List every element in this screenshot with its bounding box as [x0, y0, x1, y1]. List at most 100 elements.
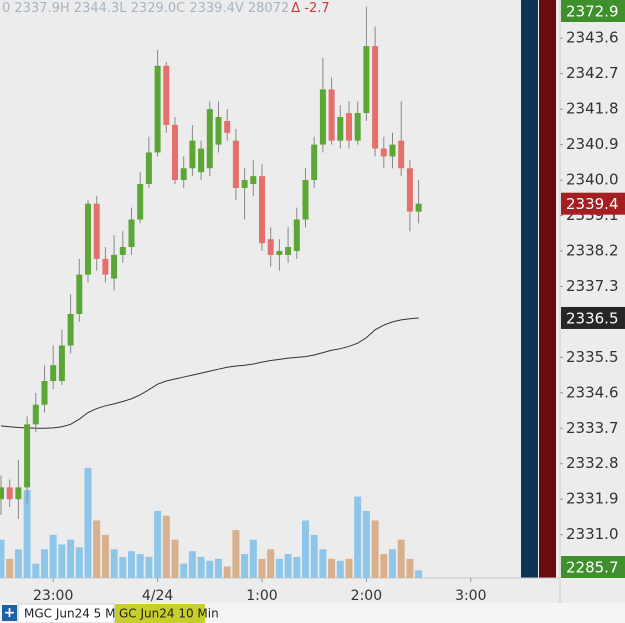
volume-bar	[336, 560, 344, 578]
volume-bar	[41, 549, 48, 578]
volume-bar	[49, 534, 57, 578]
price-badge	[561, 306, 625, 329]
volume-bar	[145, 556, 153, 578]
price-badge	[561, 0, 625, 22]
y-tick-label: 2340.0	[566, 171, 619, 189]
volume-bar	[75, 547, 83, 578]
y-tick-label: 2333.7	[566, 419, 619, 437]
candle-body	[0, 487, 4, 500]
tab[interactable]	[17, 603, 115, 623]
volume-bar	[0, 539, 5, 578]
moving-average-line	[0, 317, 419, 429]
candle-body	[58, 345, 65, 381]
volume-bar	[284, 554, 292, 578]
volume-bar	[275, 558, 283, 578]
candle-body	[137, 183, 144, 220]
volume-bar	[310, 534, 318, 578]
volume-bar	[93, 520, 101, 578]
price-badge-label: 2336.5	[566, 309, 619, 327]
volume-bar	[136, 554, 144, 578]
y-tick-label: 2332.8	[566, 454, 619, 472]
volume-bar	[14, 549, 22, 578]
y-tick-label: 2341.8	[566, 100, 619, 118]
indicator-column	[521, 0, 538, 578]
y-tick-label: 2335.5	[566, 348, 619, 366]
candle-body	[232, 140, 239, 188]
candle-body	[24, 424, 31, 488]
volume-bar	[84, 467, 92, 578]
x-tick-label: 23:00	[33, 588, 73, 604]
candle-body	[154, 65, 161, 153]
candle-body	[67, 314, 74, 346]
volume-bar	[58, 544, 66, 578]
candle-body	[406, 168, 413, 212]
volume-bar	[206, 560, 214, 578]
candle-body	[224, 120, 231, 133]
volume-bar	[241, 554, 249, 578]
candle-body	[354, 113, 361, 141]
candle-body	[206, 109, 213, 169]
y-tick-label: 2342.7	[566, 64, 619, 82]
add-tab-button[interactable]	[2, 605, 17, 621]
volume-bar	[23, 489, 31, 578]
x-tick-label: 4/24	[142, 588, 174, 604]
candle-body	[293, 219, 300, 251]
volume-bar	[110, 549, 118, 578]
y-tick-label: 2331.9	[566, 490, 619, 508]
ohlc-info: 0 2337.9H 2344.3L 2329.0C 2339.4V 28072	[2, 1, 289, 16]
price-badge	[561, 556, 625, 578]
candle-body	[380, 148, 387, 157]
volume-bar	[406, 558, 414, 578]
price-badge	[561, 192, 625, 215]
candle-body	[128, 219, 135, 248]
volume-bar	[354, 496, 362, 578]
x-tick-label: 3:00	[455, 588, 486, 604]
candle-body	[346, 113, 352, 141]
candle-body	[41, 380, 48, 405]
volume-bar	[328, 558, 336, 578]
tab[interactable]	[115, 604, 205, 623]
candle-body	[215, 117, 222, 145]
volume-bar	[371, 520, 379, 578]
candle-body	[85, 203, 91, 275]
candle-body	[267, 239, 274, 255]
volume-bar	[319, 549, 327, 578]
volume-bar	[180, 563, 188, 578]
candle-body	[328, 89, 335, 141]
volume-bar	[188, 551, 196, 578]
candle-body	[241, 180, 248, 188]
candle-body	[145, 152, 152, 184]
price-badge-label: 2339.4	[566, 195, 619, 213]
volume-bar	[223, 566, 231, 578]
candle-body	[302, 180, 309, 220]
volume-bar	[162, 515, 170, 578]
volume-bar	[397, 539, 405, 578]
candle-body	[415, 203, 422, 212]
candle-body	[93, 203, 100, 259]
volume-bar	[293, 556, 301, 578]
candle-body	[180, 168, 187, 181]
tab-label: GC Jun24 10 Min	[119, 607, 219, 621]
candle-body	[76, 274, 83, 315]
y-tick-label: 2340.9	[566, 135, 619, 153]
volume-bar	[345, 558, 353, 578]
volume-bar	[32, 563, 40, 578]
candle-body	[111, 254, 118, 279]
volume-bar	[128, 551, 135, 578]
volume-bar	[215, 558, 222, 578]
volume-bar	[171, 539, 179, 578]
volume-bar	[267, 549, 275, 578]
candle-body	[319, 89, 326, 145]
candle-body	[163, 65, 170, 125]
candle-body	[32, 404, 39, 425]
candle-body	[250, 176, 257, 184]
candle-body	[276, 250, 283, 255]
volume-bar	[415, 570, 423, 578]
volume-bar	[6, 558, 14, 578]
y-tick-label: 2343.6	[566, 29, 619, 47]
candle-body	[285, 247, 292, 255]
volume-bar	[154, 510, 162, 578]
x-tick-label: 1:00	[246, 588, 277, 604]
